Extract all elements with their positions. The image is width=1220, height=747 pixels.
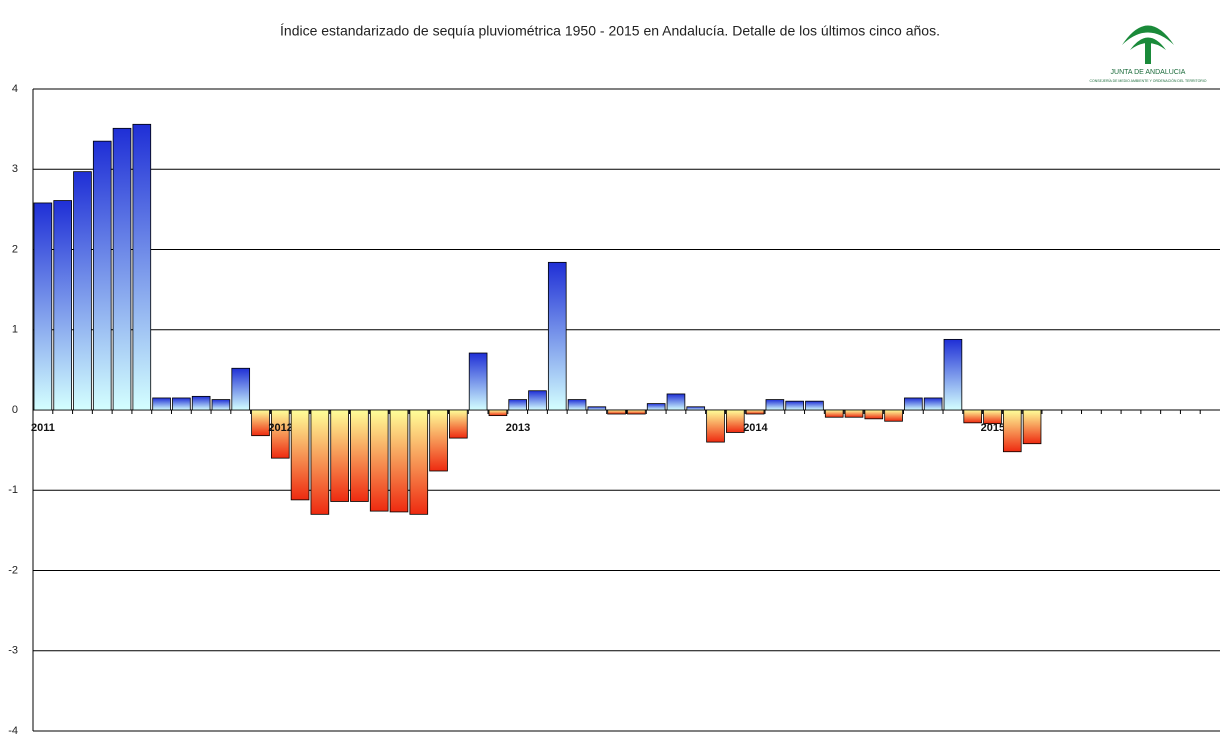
x-tick-label: 2012	[268, 422, 292, 434]
y-tick-label: -4	[8, 725, 18, 737]
bar	[330, 409, 349, 502]
y-tick-label: 3	[12, 163, 18, 175]
logo-text: JUNTA DE ANDALUCIA	[1111, 69, 1186, 76]
bar	[53, 200, 72, 411]
chart-title: Índice estandarizado de sequía pluviomét…	[280, 23, 940, 39]
bar	[508, 399, 527, 411]
bar	[844, 409, 864, 418]
logo-arc	[1130, 37, 1166, 50]
logo: JUNTA DE ANDALUCIA CONSEJERÍA DE MEDIO A…	[1089, 25, 1207, 83]
bar	[369, 409, 389, 512]
bar	[449, 409, 468, 439]
bar	[92, 140, 112, 411]
bar	[765, 399, 785, 411]
bar	[686, 406, 706, 411]
bar	[904, 397, 923, 411]
bar	[1002, 409, 1022, 453]
bar	[389, 409, 409, 513]
bar	[429, 409, 448, 472]
bar	[567, 399, 587, 411]
bar	[172, 397, 191, 411]
bar	[884, 409, 903, 422]
y-tick-label: -2	[8, 564, 18, 576]
bar	[488, 409, 508, 417]
bar	[191, 395, 211, 411]
bar	[409, 409, 429, 515]
y-tick-label: -1	[8, 484, 18, 496]
bar	[132, 123, 152, 411]
x-tick-label: 2013	[506, 422, 530, 434]
y-tick-label: 1	[12, 324, 18, 336]
bar	[607, 409, 626, 415]
bar	[666, 393, 686, 411]
y-tick-label: 2	[12, 243, 18, 255]
bar	[468, 352, 488, 411]
bar	[587, 406, 607, 411]
bar	[270, 409, 290, 459]
x-tick-label: 2015	[981, 422, 1005, 434]
bar	[231, 367, 251, 411]
bar	[627, 409, 646, 415]
bar	[528, 390, 547, 411]
bar	[646, 403, 666, 411]
bar	[785, 400, 804, 411]
bar	[152, 397, 171, 411]
y-tick-label: -3	[8, 645, 18, 657]
bar	[251, 409, 270, 437]
bar	[112, 127, 132, 411]
bar	[1022, 409, 1042, 445]
y-tick-label: 0	[12, 404, 18, 416]
bar	[943, 338, 963, 411]
bar	[73, 171, 92, 411]
bar	[824, 409, 844, 418]
bar	[350, 409, 369, 502]
bar	[33, 202, 53, 411]
bar	[805, 400, 824, 411]
x-tick-label: 2011	[31, 422, 55, 434]
bar	[983, 409, 1002, 425]
bar	[923, 397, 943, 411]
x-tick-label: 2014	[743, 422, 768, 434]
bar	[745, 409, 765, 415]
logo-arc	[1122, 25, 1174, 45]
y-tick-label: 4	[12, 83, 18, 95]
bar	[547, 261, 567, 411]
bar	[290, 409, 310, 501]
bar	[864, 409, 884, 420]
bar	[706, 409, 725, 443]
logo-subtext: CONSEJERÍA DE MEDIO AMBIENTE Y ORDENACIÓ…	[1089, 78, 1206, 83]
bar	[310, 409, 330, 515]
bar	[726, 409, 745, 433]
logo-bar	[1145, 40, 1151, 64]
bar	[963, 409, 983, 424]
bar	[211, 399, 231, 411]
